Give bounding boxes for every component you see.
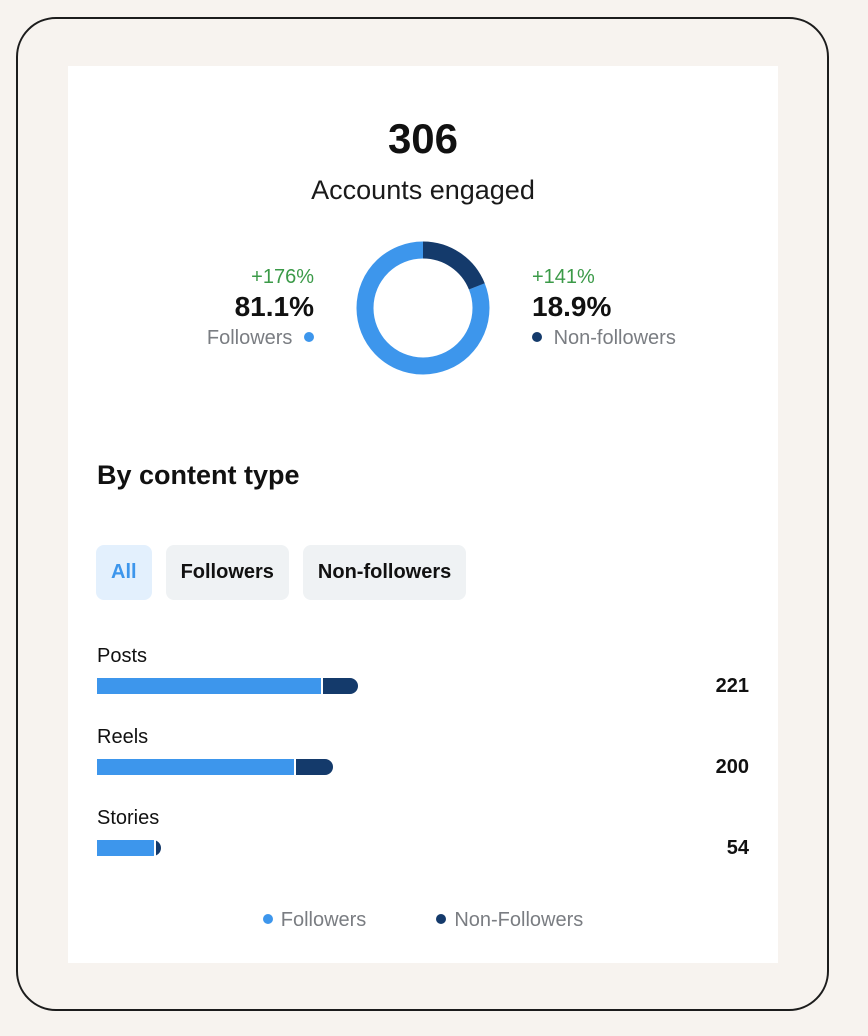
engagement-donut-chart (356, 241, 490, 375)
non-followers-legend-label: Non-followers (553, 327, 676, 349)
content-row-value: 221 (715, 675, 749, 697)
chart-legend: Followers Non-Followers (68, 906, 778, 934)
bar-divider (293, 759, 296, 775)
legend-non-followers: Non-Followers (436, 906, 583, 934)
content-row-bar (97, 840, 161, 856)
content-row-bar (97, 759, 334, 775)
content-row-value: 200 (715, 756, 749, 778)
non-followers-change: +141% (532, 266, 595, 288)
followers-dot-icon (304, 331, 314, 342)
filter-tabs: All Followers Non-followers (96, 545, 467, 600)
followers-legend: Followers (207, 324, 314, 352)
accounts-engaged-label: Accounts engaged (311, 175, 535, 205)
bar-followers-segment (97, 840, 155, 856)
legend-followers-label: Followers (280, 909, 367, 931)
insights-card: 306 Accounts engaged +176% 81.1% Followe… (68, 66, 778, 963)
section-title: By content type (97, 460, 300, 490)
followers-percent: 81.1% (234, 291, 314, 322)
legend-followers-dot-icon (262, 913, 273, 924)
content-row-label: Reels (97, 726, 149, 748)
content-type-rows: Posts 221 Reels 200 Stories (97, 643, 749, 886)
bar-non-followers-segment (156, 840, 161, 856)
non-followers-legend: Non-followers (532, 324, 676, 352)
donut-non-followers-slice (356, 241, 490, 375)
accounts-engaged-total: 306 (387, 115, 459, 162)
content-row-reels: Reels 200 (97, 724, 749, 805)
content-row-label: Posts (97, 645, 148, 667)
followers-change: +176% (251, 266, 314, 288)
legend-followers: Followers (262, 906, 367, 934)
content-row-bar (97, 678, 358, 694)
tab-all[interactable]: All (96, 545, 152, 600)
bar-non-followers-segment (295, 759, 334, 775)
content-row-label: Stories (97, 807, 160, 829)
bar-non-followers-segment (323, 678, 358, 694)
followers-stat: +176% 81.1% Followers (207, 264, 314, 352)
donut-followers-slice (356, 241, 490, 375)
tab-non-followers[interactable]: Non-followers (302, 545, 467, 600)
tab-followers[interactable]: Followers (165, 545, 289, 600)
bar-divider (321, 678, 324, 694)
non-followers-percent: 18.9% (532, 291, 612, 322)
legend-non-followers-label: Non-Followers (454, 909, 584, 931)
legend-non-followers-dot-icon (436, 913, 447, 924)
content-row-posts: Posts 221 (97, 643, 749, 724)
bar-followers-segment (97, 759, 294, 775)
non-followers-stat: +141% 18.9% Non-followers (532, 264, 676, 352)
bar-followers-segment (97, 678, 322, 694)
content-row-value: 54 (726, 837, 749, 859)
content-row-stories: Stories 54 (97, 805, 749, 886)
bar-divider (154, 840, 157, 856)
followers-legend-label: Followers (206, 327, 293, 349)
non-followers-dot-icon (532, 331, 542, 342)
